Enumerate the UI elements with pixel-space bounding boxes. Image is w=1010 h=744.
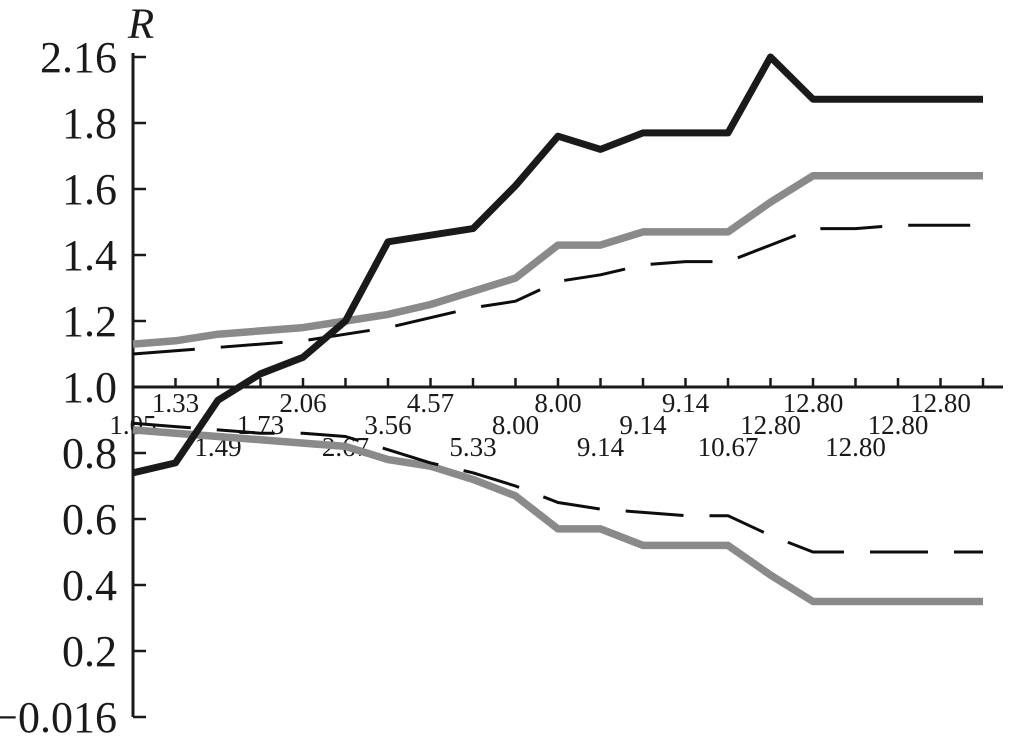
x-tick-label: 3.56 <box>364 410 411 440</box>
x-tick-label: 4.57 <box>407 388 454 418</box>
y-tick-label: 1.4 <box>62 231 117 280</box>
x-tick-label: 8.00 <box>492 410 539 440</box>
x-tick-label: 12.80 <box>740 410 801 440</box>
series-black-dashed-upper <box>132 223 983 356</box>
y-tick-label: 0.4 <box>62 561 117 610</box>
x-tick-label: 12.80 <box>868 410 929 440</box>
series-bold-black-solid <box>132 53 983 477</box>
y-tick-label: 1.2 <box>62 297 117 346</box>
x-tick-label: 9.14 <box>577 432 625 462</box>
x-tick-label: 1.33 <box>152 388 199 418</box>
y-tick-label: 1.8 <box>62 99 117 148</box>
x-tick-label: 12.80 <box>825 432 886 462</box>
y-tick-label: 0.8 <box>62 429 117 478</box>
series-gray-solid-lower <box>132 426 983 606</box>
x-tick-label: 9.14 <box>662 388 710 418</box>
series-gray-solid-upper <box>132 172 983 348</box>
x-tick-label: 12.80 <box>783 388 844 418</box>
x-tick-label: 2.06 <box>279 388 326 418</box>
y-tick-label: 2.16 <box>40 33 117 82</box>
x-tick-label: 5.33 <box>449 432 496 462</box>
series-black-dashed-lower <box>132 421 983 554</box>
y-tick-label: 0.2 <box>62 627 117 676</box>
x-tick-label: 8.00 <box>534 388 581 418</box>
x-tick-label: 9.14 <box>619 410 667 440</box>
x-tick-label: 12.80 <box>910 388 971 418</box>
y-axis-title: R <box>127 1 154 48</box>
y-tick-label: −0.016 <box>0 693 117 742</box>
x-tick-label: 10.67 <box>698 432 759 462</box>
y-tick-label: 1.0 <box>62 363 117 412</box>
y-tick-label: 1.6 <box>62 165 117 214</box>
y-tick-label: 0.6 <box>62 495 117 544</box>
